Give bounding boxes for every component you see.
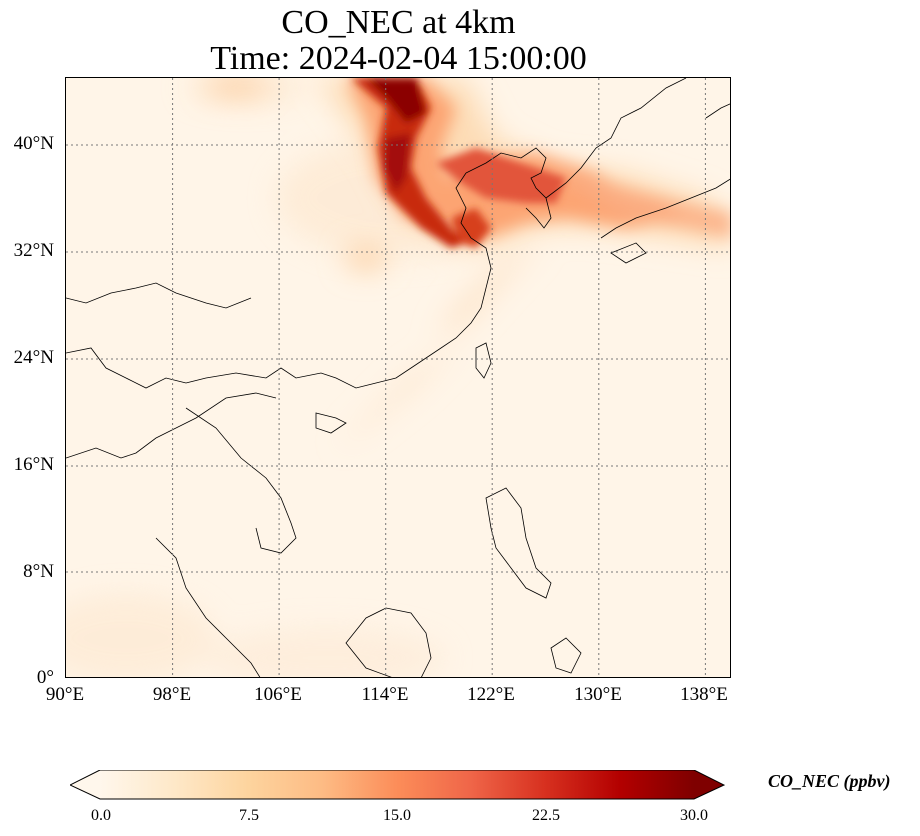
map-title: CO_NEC at 4km [281, 4, 516, 41]
map-subtitle-time: Time: 2024-02-04 15:00:00 [210, 40, 587, 77]
colorbar-tick-0: 0.0 [91, 807, 111, 824]
colorbar-tick-1: 7.5 [239, 807, 259, 824]
lon-tick-106e: 106°E [254, 684, 302, 705]
lat-tick-40n: 40°N [13, 133, 54, 154]
colorbar-tick-3: 22.5 [532, 807, 560, 824]
lat-tick-24n: 24°N [13, 347, 54, 368]
lat-tick-0: 0° [36, 667, 54, 688]
colorbar-gradient [100, 770, 694, 799]
co-plume-core [351, 78, 566, 248]
colorbar-extend-high [694, 770, 724, 799]
lat-tick-8n: 8°N [23, 561, 54, 582]
gridlines [66, 78, 730, 677]
lon-tick-122e: 122°E [467, 684, 515, 705]
map-panel [65, 77, 731, 678]
lat-tick-32n: 32°N [13, 240, 54, 261]
co-plume-mid [346, 78, 730, 238]
colorbar-extend-low [70, 770, 100, 799]
lon-tick-130e: 130°E [574, 684, 622, 705]
colorbar-label: CO_NEC (ppbv) [768, 771, 891, 791]
colorbar-tick-4: 30.0 [680, 807, 708, 824]
lon-tick-138e: 138°E [680, 684, 728, 705]
colorbar-tick-2: 15.0 [383, 807, 411, 824]
lon-tick-90e: 90°E [45, 684, 85, 705]
lon-tick-98e: 98°E [152, 684, 192, 705]
lat-tick-16n: 16°N [13, 454, 54, 475]
lon-tick-114e: 114°E [361, 684, 409, 705]
coastlines-borders [66, 78, 730, 677]
colorbar [70, 770, 725, 800]
